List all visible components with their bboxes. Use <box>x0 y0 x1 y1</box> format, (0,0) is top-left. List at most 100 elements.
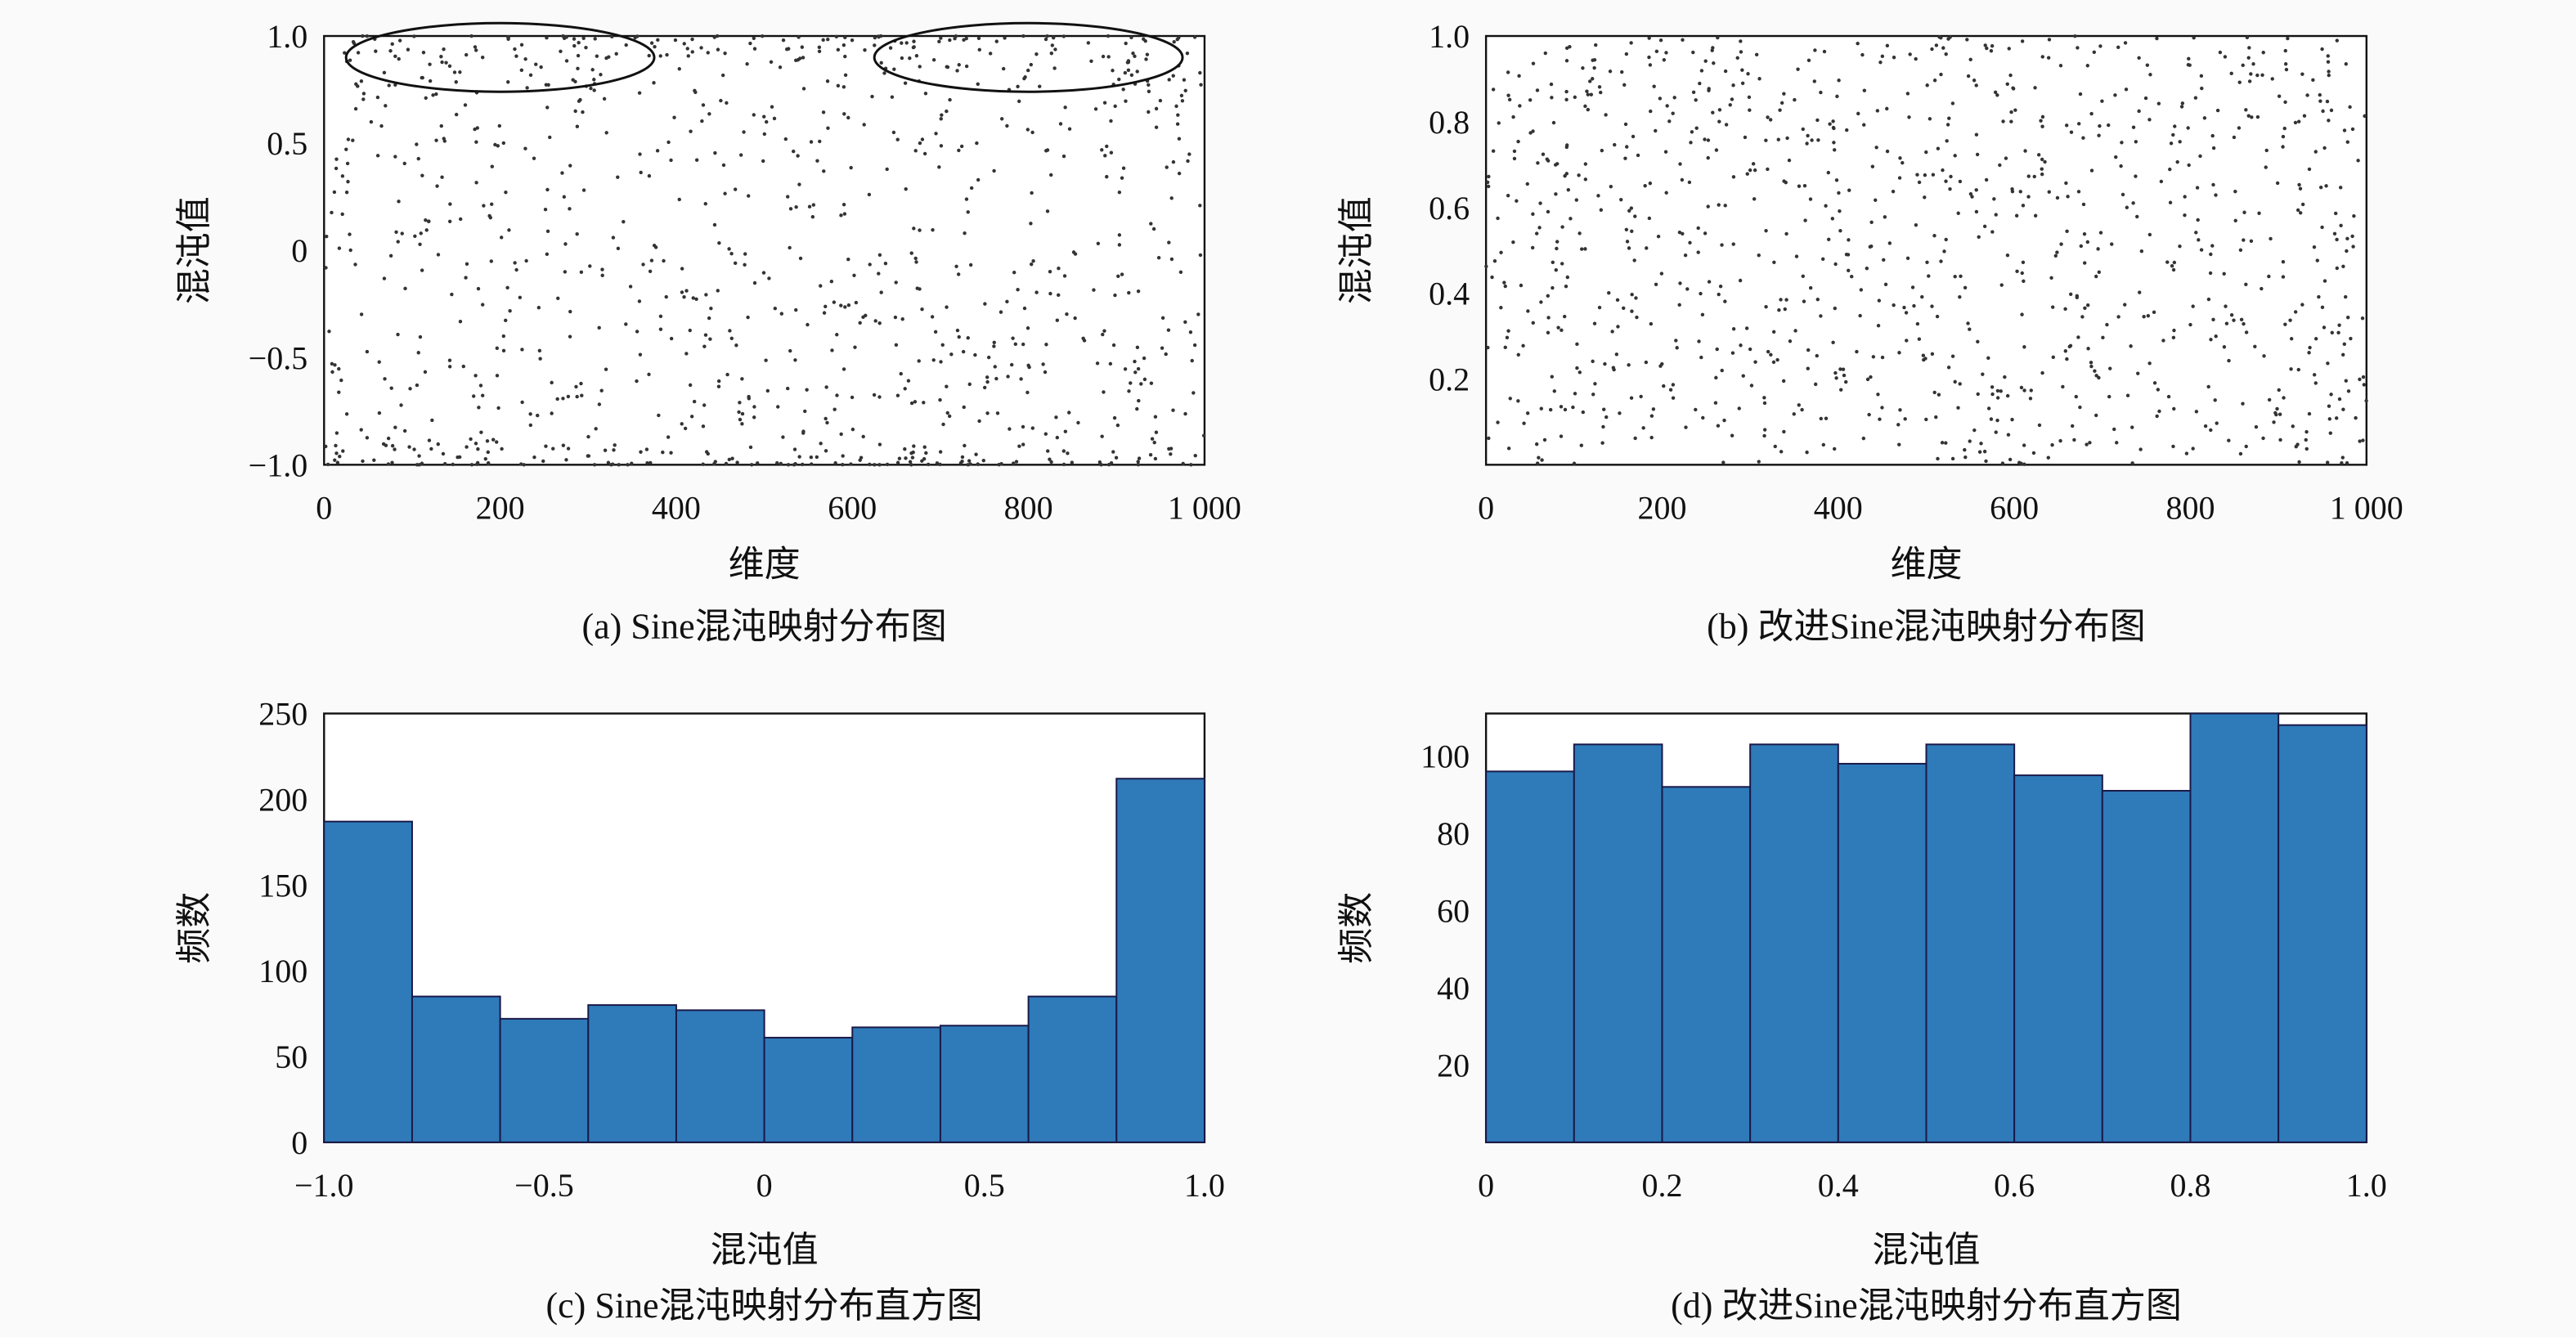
data-point <box>633 35 637 40</box>
data-point <box>832 300 837 304</box>
data-point <box>1970 195 1974 199</box>
data-point <box>1828 122 1832 126</box>
data-point <box>1730 97 1735 101</box>
data-point <box>2068 343 2073 348</box>
data-point <box>1936 393 1941 397</box>
data-point <box>1619 197 1623 202</box>
data-point <box>1714 375 1718 380</box>
data-point <box>1176 113 1180 117</box>
data-point <box>836 47 841 52</box>
data-point <box>534 62 538 66</box>
data-point <box>612 448 616 452</box>
data-point <box>2241 402 2245 406</box>
data-point <box>2318 92 2322 97</box>
data-point <box>2114 155 2118 159</box>
data-point <box>2123 303 2127 307</box>
data-point <box>538 357 542 361</box>
data-point <box>877 321 882 325</box>
data-point <box>752 47 757 51</box>
data-point <box>1963 285 1968 290</box>
data-point <box>1591 393 1595 397</box>
data-point <box>2233 189 2237 194</box>
histogram-bar <box>1661 786 1752 1143</box>
data-point <box>809 140 814 144</box>
data-point <box>2125 393 2130 397</box>
data-point <box>1147 89 1151 94</box>
data-point <box>1892 56 1896 60</box>
data-point <box>1556 325 1560 330</box>
data-point <box>1496 420 1500 424</box>
data-point <box>2179 105 2184 109</box>
data-point <box>600 273 604 278</box>
data-point <box>800 45 805 49</box>
data-point <box>2239 317 2244 322</box>
data-point <box>2186 126 2190 130</box>
data-point <box>407 445 411 449</box>
data-point <box>2072 437 2076 442</box>
data-point <box>999 117 1004 121</box>
data-point <box>2327 417 2331 421</box>
data-point <box>1925 83 1929 87</box>
data-point <box>1928 117 1932 121</box>
histogram-bar <box>1837 762 1928 1143</box>
data-point <box>1179 93 1184 98</box>
data-point <box>1815 353 1819 358</box>
data-point <box>523 57 527 61</box>
data-point <box>797 182 801 186</box>
data-point <box>1819 314 1823 318</box>
data-point <box>2085 303 2090 307</box>
data-point <box>2063 307 2067 312</box>
data-point <box>1921 353 1926 357</box>
data-point <box>738 401 742 405</box>
data-point <box>2315 258 2319 262</box>
data-point <box>1183 88 1187 93</box>
data-point <box>1183 411 1187 416</box>
histogram-bar <box>939 1025 1030 1143</box>
data-point <box>586 434 590 439</box>
y-tick-label: −1.0 <box>249 446 308 483</box>
data-point <box>1739 343 1743 348</box>
data-point <box>909 401 914 406</box>
y-tick-label: 150 <box>258 867 307 904</box>
data-point <box>792 463 797 467</box>
data-point <box>1831 125 1836 130</box>
data-point <box>2338 186 2343 190</box>
data-point <box>1721 460 1726 464</box>
data-point <box>334 451 339 455</box>
data-point <box>2215 421 2219 425</box>
data-point <box>1935 314 1940 319</box>
data-point <box>1720 368 1724 373</box>
data-point <box>351 40 356 44</box>
data-point <box>2005 393 2010 398</box>
data-point <box>964 197 969 201</box>
data-point <box>2051 355 2055 360</box>
data-point <box>1703 137 1707 141</box>
data-point <box>2180 101 2185 105</box>
data-point <box>945 109 949 114</box>
data-point <box>440 60 444 65</box>
data-point <box>1121 166 1126 170</box>
data-point <box>1936 146 1941 150</box>
data-point <box>2085 64 2089 68</box>
plot-area <box>1484 34 2368 466</box>
data-point <box>918 65 922 69</box>
data-point <box>2253 344 2257 349</box>
data-point <box>994 376 999 381</box>
data-point <box>1127 290 1131 295</box>
data-point <box>822 311 827 315</box>
data-point <box>1870 164 1875 168</box>
data-point <box>798 256 803 261</box>
data-point <box>2018 190 2022 194</box>
data-point <box>1105 174 1109 179</box>
data-point <box>1631 134 1636 139</box>
annotation-ellipse <box>344 21 656 93</box>
data-point <box>781 435 785 439</box>
data-point <box>912 45 916 49</box>
data-point <box>386 436 391 441</box>
data-point <box>677 197 681 202</box>
data-point <box>2142 315 2146 319</box>
data-point <box>1136 289 1141 294</box>
data-point <box>528 73 533 78</box>
data-point <box>1808 285 1813 290</box>
data-point <box>2277 388 2281 393</box>
